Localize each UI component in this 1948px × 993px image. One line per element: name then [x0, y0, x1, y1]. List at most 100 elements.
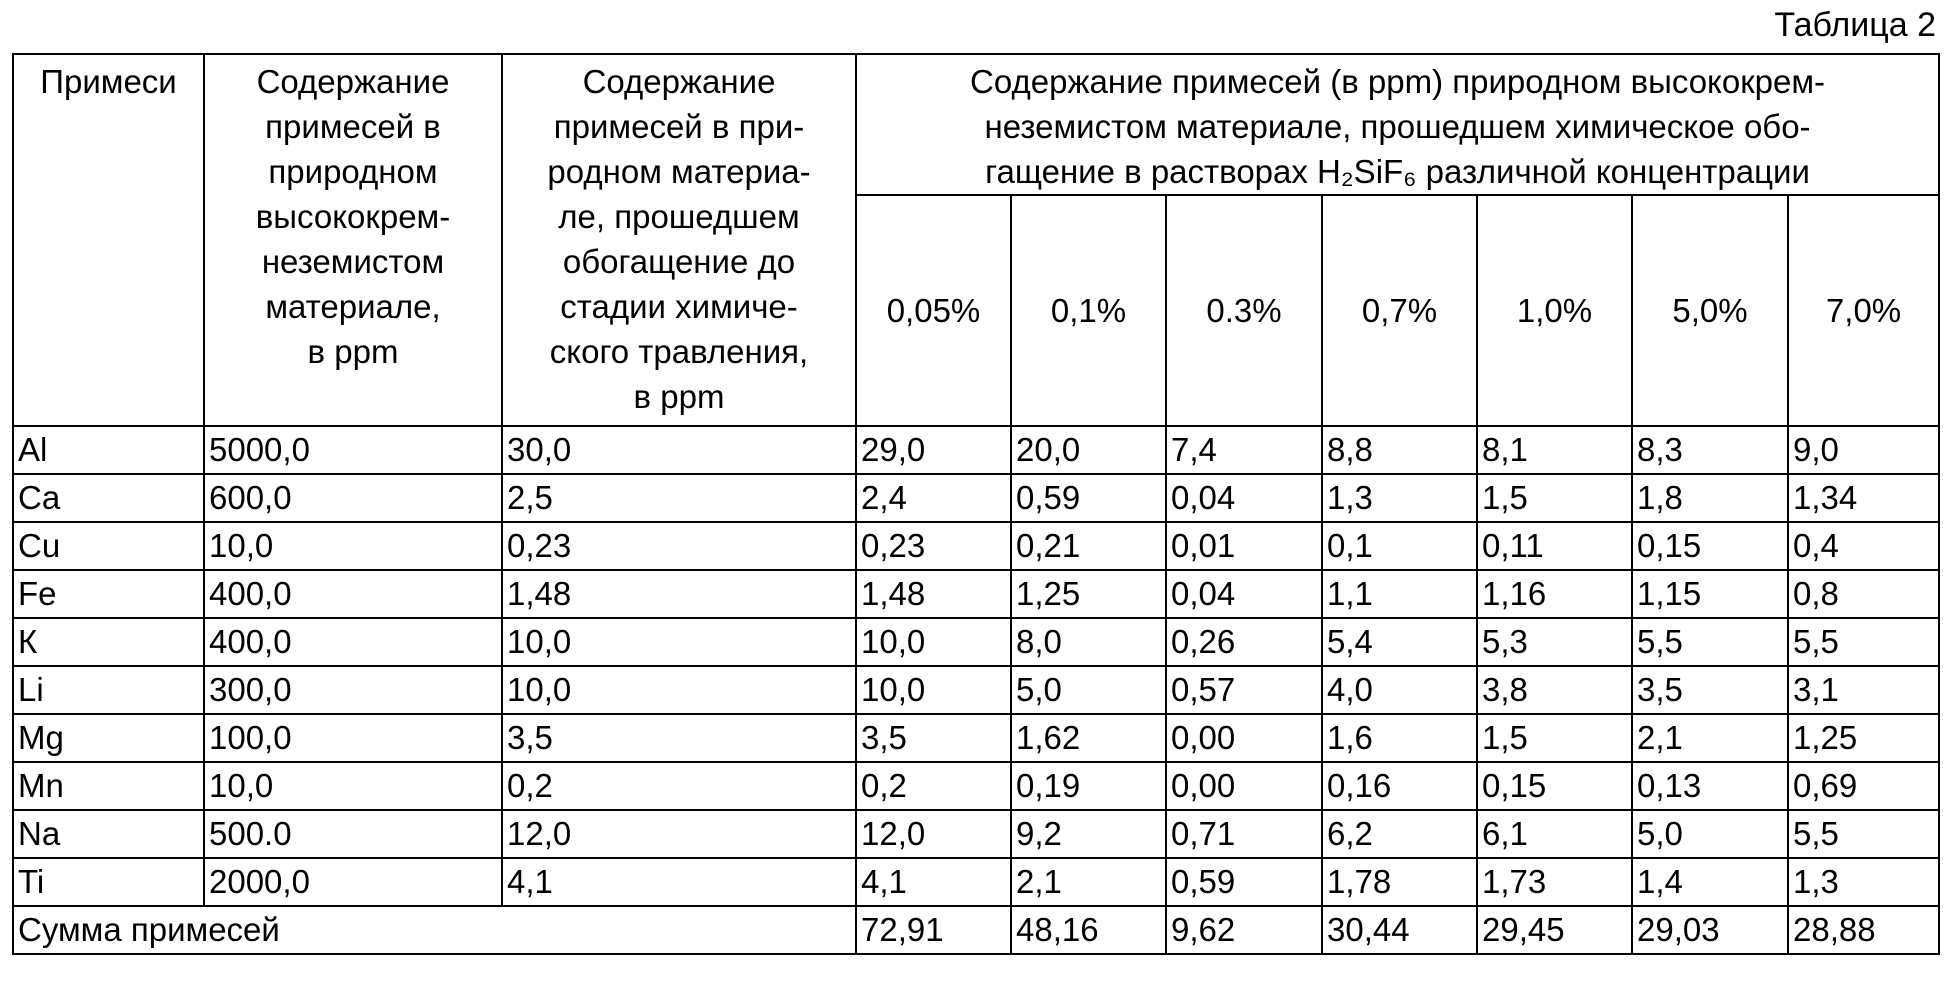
value-cell: 10,0: [502, 618, 856, 666]
value-cell: 10,0: [502, 666, 856, 714]
value-cell: 3,8: [1477, 666, 1632, 714]
table-row: Cu10,00,230,230,210,010,10,110,150,4: [13, 522, 1939, 570]
value-cell: 1,3: [1322, 474, 1477, 522]
value-cell: 1,48: [856, 570, 1011, 618]
value-cell: 0,69: [1788, 762, 1939, 810]
value-cell: 0,1: [1322, 522, 1477, 570]
value-cell: 1,5: [1477, 474, 1632, 522]
value-cell: 3,5: [856, 714, 1011, 762]
value-cell: 0,19: [1011, 762, 1166, 810]
value-cell: 8,1: [1477, 426, 1632, 474]
table-row: Mg100,03,53,51,620,001,61,52,11,25: [13, 714, 1939, 762]
concentration-header: 0.3%: [1166, 195, 1322, 426]
value-cell: 7,4: [1166, 426, 1322, 474]
impurity-name: Mg: [13, 714, 204, 762]
header-cell: Содержание примесей (в ppm) природном вы…: [856, 54, 1939, 195]
value-cell: 3,5: [502, 714, 856, 762]
table-row: Сумма примесей72,9148,169,6230,4429,4529…: [13, 906, 1939, 954]
value-cell: 8,0: [1011, 618, 1166, 666]
total-value: 29,03: [1632, 906, 1788, 954]
table-row: Ti2000,04,14,12,10,591,781,731,41,3: [13, 858, 1939, 906]
value-cell: 5,5: [1788, 810, 1939, 858]
total-value: 28,88: [1788, 906, 1939, 954]
concentration-header: 7,0%: [1788, 195, 1939, 426]
value-cell: 1,25: [1788, 714, 1939, 762]
table: ПримесиСодержание примесей в природном в…: [12, 53, 1940, 955]
value-cell: 20,0: [1011, 426, 1166, 474]
total-value: 30,44: [1322, 906, 1477, 954]
value-cell: 2,1: [1632, 714, 1788, 762]
value-cell: 0,59: [1166, 858, 1322, 906]
value-cell: 10,0: [204, 522, 502, 570]
value-cell: 2,4: [856, 474, 1011, 522]
value-cell: 5,0: [1011, 666, 1166, 714]
value-cell: 5000,0: [204, 426, 502, 474]
value-cell: 0,71: [1166, 810, 1322, 858]
value-cell: 100,0: [204, 714, 502, 762]
impurity-name: Ca: [13, 474, 204, 522]
value-cell: 0,16: [1322, 762, 1477, 810]
value-cell: 10,0: [856, 666, 1011, 714]
value-cell: 0,8: [1788, 570, 1939, 618]
table-row: К400,010,010,08,00,265,45,35,55,5: [13, 618, 1939, 666]
value-cell: 4,0: [1322, 666, 1477, 714]
value-cell: 6,2: [1322, 810, 1477, 858]
value-cell: 0,4: [1788, 522, 1939, 570]
value-cell: 1,8: [1632, 474, 1788, 522]
value-cell: 300,0: [204, 666, 502, 714]
value-cell: 0,13: [1632, 762, 1788, 810]
value-cell: 5,5: [1788, 618, 1939, 666]
value-cell: 8,3: [1632, 426, 1788, 474]
value-cell: 0,04: [1166, 570, 1322, 618]
value-cell: 1,34: [1788, 474, 1939, 522]
header-cell: Примеси: [13, 54, 204, 426]
value-cell: 9,2: [1011, 810, 1166, 858]
value-cell: 8,8: [1322, 426, 1477, 474]
impurity-name: Li: [13, 666, 204, 714]
value-cell: 9,0: [1788, 426, 1939, 474]
impurity-name: Na: [13, 810, 204, 858]
header-cell: Содержание примесей в при- родном матери…: [502, 54, 856, 426]
value-cell: 29,0: [856, 426, 1011, 474]
value-cell: 0,26: [1166, 618, 1322, 666]
value-cell: 3,1: [1788, 666, 1939, 714]
concentration-header: 0,1%: [1011, 195, 1166, 426]
value-cell: 600,0: [204, 474, 502, 522]
value-cell: 400,0: [204, 570, 502, 618]
value-cell: 1,6: [1322, 714, 1477, 762]
value-cell: 2,1: [1011, 858, 1166, 906]
total-value: 29,45: [1477, 906, 1632, 954]
impurity-name: Mn: [13, 762, 204, 810]
value-cell: 10,0: [204, 762, 502, 810]
value-cell: 1,78: [1322, 858, 1477, 906]
value-cell: 1,3: [1788, 858, 1939, 906]
value-cell: 1,5: [1477, 714, 1632, 762]
value-cell: 5,0: [1632, 810, 1788, 858]
value-cell: 1,48: [502, 570, 856, 618]
value-cell: 12,0: [856, 810, 1011, 858]
table-row: Al5000,030,029,020,07,48,88,18,39,0: [13, 426, 1939, 474]
value-cell: 500.0: [204, 810, 502, 858]
value-cell: 5,5: [1632, 618, 1788, 666]
value-cell: 5,4: [1322, 618, 1477, 666]
total-value: 48,16: [1011, 906, 1166, 954]
value-cell: 0,57: [1166, 666, 1322, 714]
value-cell: 12,0: [502, 810, 856, 858]
table-row: Li300,010,010,05,00,574,03,83,53,1: [13, 666, 1939, 714]
concentration-header: 0,7%: [1322, 195, 1477, 426]
total-value: 72,91: [856, 906, 1011, 954]
table-caption: Таблица 2: [1774, 6, 1936, 45]
value-cell: 6,1: [1477, 810, 1632, 858]
total-value: 9,62: [1166, 906, 1322, 954]
impurity-name: Cu: [13, 522, 204, 570]
value-cell: 4,1: [856, 858, 1011, 906]
value-cell: 0,15: [1632, 522, 1788, 570]
value-cell: 0,15: [1477, 762, 1632, 810]
value-cell: 30,0: [502, 426, 856, 474]
value-cell: 2000,0: [204, 858, 502, 906]
impurity-name: Fe: [13, 570, 204, 618]
value-cell: 0,2: [502, 762, 856, 810]
value-cell: 10,0: [856, 618, 1011, 666]
value-cell: 0,23: [502, 522, 856, 570]
value-cell: 4,1: [502, 858, 856, 906]
